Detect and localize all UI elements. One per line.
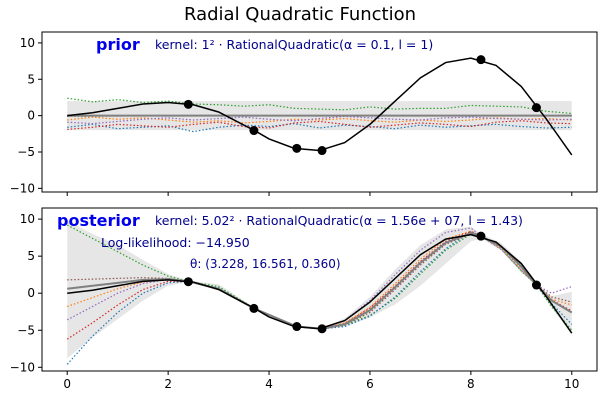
observation-point bbox=[531, 280, 541, 290]
log-likelihood-label: Log-likelihood: −14.950 bbox=[101, 235, 250, 250]
x-tick-label: 8 bbox=[467, 377, 475, 391]
sample-line-3 bbox=[67, 120, 572, 131]
observation-point bbox=[317, 146, 327, 156]
observation-point bbox=[183, 277, 193, 287]
y-tick-label: 5 bbox=[27, 249, 35, 263]
observation-point bbox=[183, 99, 193, 109]
y-tick-label: 10 bbox=[20, 212, 35, 226]
sample-line-0 bbox=[67, 97, 572, 115]
observation-point bbox=[476, 55, 486, 65]
figure-title: Radial Quadratic Function bbox=[184, 4, 416, 25]
sample-line-4 bbox=[67, 115, 572, 125]
observation-point bbox=[317, 324, 327, 334]
uncertainty-band bbox=[67, 220, 572, 359]
plot-area bbox=[66, 220, 573, 365]
axes-frame bbox=[41, 207, 598, 372]
x-tick-label: 6 bbox=[366, 377, 374, 391]
axes-frame bbox=[41, 31, 598, 193]
observation-point bbox=[292, 322, 302, 332]
prior-panel: −10 −5 0 5 10 prior kernel: 1² · RationalQuadr… bbox=[10, 31, 598, 196]
sample-line-0 bbox=[66, 224, 573, 331]
sample-line-3 bbox=[66, 231, 573, 340]
observation-point bbox=[292, 143, 302, 153]
theta-label: θ: (3.228, 16.561, 0.360) bbox=[190, 257, 341, 271]
kernel-label: kernel: 5.02² · RationalQuadratic(α = 1.… bbox=[155, 213, 523, 228]
observation-point bbox=[249, 303, 259, 313]
mean-line bbox=[67, 232, 573, 330]
sample-line-5 bbox=[67, 233, 572, 330]
plot-area bbox=[67, 55, 573, 156]
y-tick-label: 0 bbox=[27, 286, 35, 300]
y-tick-label: 0 bbox=[27, 109, 35, 123]
panel-label: posterior bbox=[57, 211, 140, 230]
kernel-label: kernel: 1² · RationalQuadratic(α = 0.1, … bbox=[155, 37, 433, 52]
x-tick-label: 2 bbox=[164, 377, 172, 391]
posterior-panel: 0 2 4 6 8 10 −10 −5 0 5 10 posterior kernel: 5.02² ·… bbox=[10, 207, 598, 391]
y-tick-label: −10 bbox=[10, 181, 35, 195]
observation-point bbox=[249, 126, 259, 136]
y-tick-label: −10 bbox=[10, 360, 35, 374]
y-tick-label: −5 bbox=[17, 145, 35, 159]
y-tick-label: −5 bbox=[17, 323, 35, 337]
x-tick-label: 10 bbox=[564, 377, 579, 391]
y-tick-label: 10 bbox=[20, 36, 35, 50]
panel-label: prior bbox=[96, 35, 140, 54]
x-tick-label: 0 bbox=[63, 377, 71, 391]
x-tick-label: 4 bbox=[265, 377, 273, 391]
observation-point bbox=[476, 231, 486, 241]
observation-point bbox=[531, 103, 541, 113]
y-tick-label: 5 bbox=[27, 72, 35, 86]
